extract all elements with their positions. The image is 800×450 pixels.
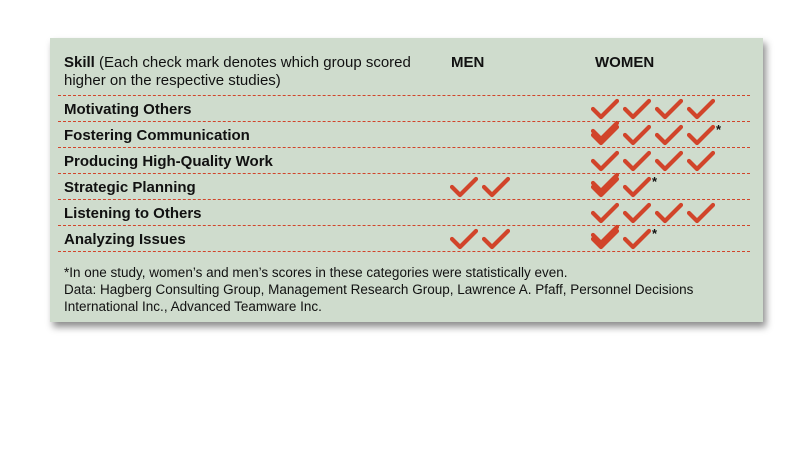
table-row: Motivating Others [50,96,750,142]
skills-table-card: Skill (Each check mark denotes which gro… [50,38,763,322]
check-mark-icon [655,124,683,146]
men-checks [450,228,514,250]
women-checks: * [591,122,722,146]
check-mark-icon [591,120,619,142]
check-mark-icon [623,176,651,198]
table-row: Producing High-Quality Work [50,148,750,194]
row-divider [58,121,750,122]
skill-label: Listening to Others [64,205,202,222]
check-mark-icon [623,124,651,146]
women-checks [591,98,750,142]
row-divider [58,251,750,252]
table-row: Fostering Communication * [50,122,750,148]
check-mark-icon [687,150,715,172]
check-mark-icon [482,228,510,250]
row-divider [58,95,750,96]
check-mark-icon [591,172,619,194]
check-mark-icon [591,228,619,250]
check-mark-icon [591,124,619,146]
asterisk-marker: * [652,226,658,241]
check-mark-icon [623,150,651,172]
check-mark-icon [450,176,478,198]
men-column-header: MEN [451,54,485,71]
footnote: *In one study, women’s and men’s scores … [64,265,568,280]
women-checks [591,150,750,194]
skill-label: Analyzing Issues [64,231,186,248]
table-row: Strategic Planning * [50,174,750,200]
skill-header-note: (Each check mark denotes which group sco… [64,54,411,89]
check-mark-icon [623,202,651,224]
check-mark-icon [655,98,683,120]
check-mark-icon [591,98,619,120]
asterisk-marker: * [716,122,722,137]
women-column-header: WOMEN [595,54,655,71]
check-mark-icon [450,228,478,250]
skill-header-label: Skill [64,54,95,71]
table-row: Analyzing Issues * [50,226,750,252]
skill-label: Fostering Communication [64,127,250,144]
check-mark-icon [687,202,715,224]
check-mark-icon [655,202,683,224]
women-checks [591,202,750,246]
check-mark-icon [591,202,619,224]
check-mark-icon [591,176,619,198]
row-divider [58,173,750,174]
skill-label: Motivating Others [64,101,192,118]
row-divider [58,225,750,226]
skill-column-header: Skill (Each check mark denotes which gro… [64,54,424,90]
skill-label: Producing High-Quality Work [64,153,273,170]
women-checks: * [591,174,658,198]
check-mark-icon [623,228,651,250]
row-divider [58,147,750,148]
check-mark-icon [482,176,510,198]
check-mark-icon [591,224,619,246]
header-divider [50,70,750,96]
check-mark-icon [655,150,683,172]
row-divider [58,199,750,200]
asterisk-marker: * [652,174,658,189]
check-mark-icon [623,98,651,120]
women-checks: * [591,226,658,250]
skill-label: Strategic Planning [64,179,196,196]
check-mark-icon [687,124,715,146]
check-mark-icon [591,150,619,172]
check-mark-icon [687,98,715,120]
table-row: Listening to Others [50,200,750,246]
data-source-note: Data: Hagberg Consulting Group, Manageme… [64,282,694,314]
men-checks [450,176,514,198]
